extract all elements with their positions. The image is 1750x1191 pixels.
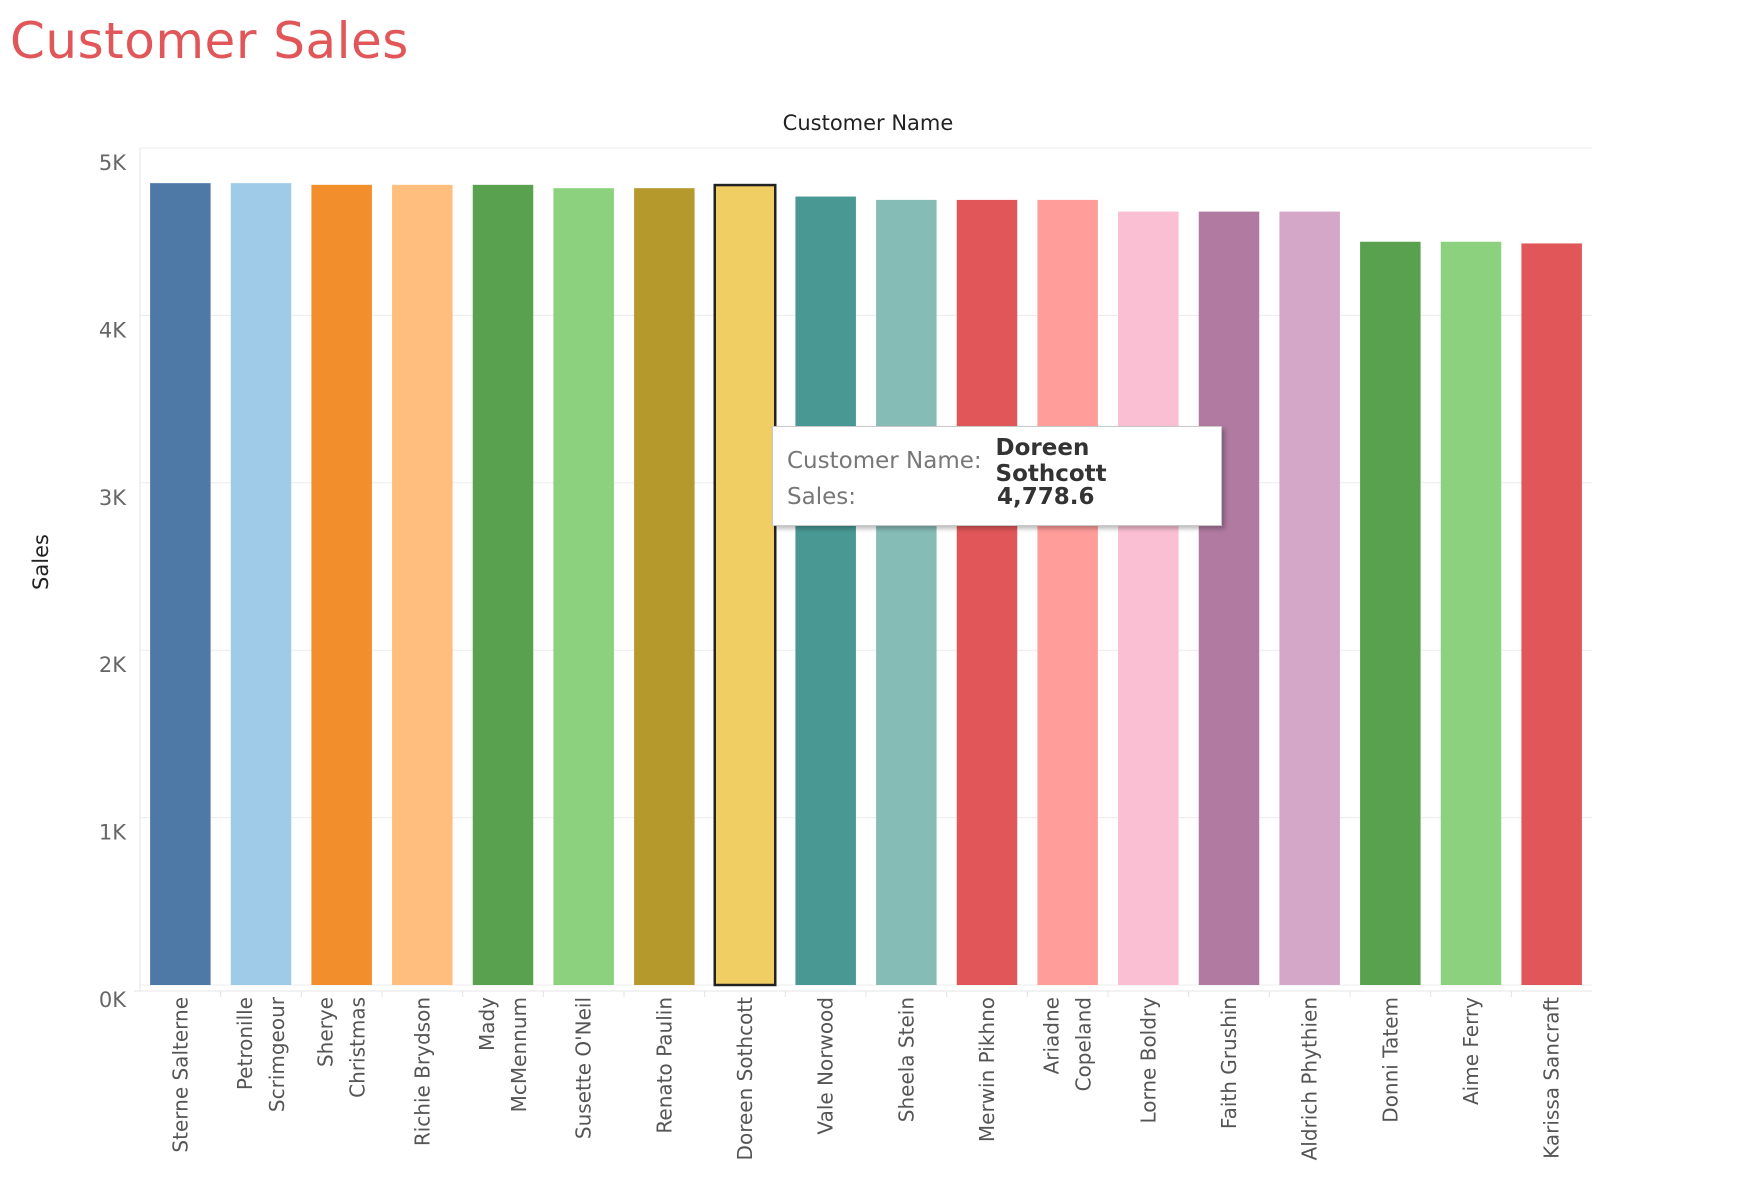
- bar[interactable]: [1198, 211, 1260, 985]
- x-tick-label: Copeland: [1072, 997, 1096, 1091]
- y-tick-label: 5K: [99, 151, 127, 175]
- bar[interactable]: [150, 183, 211, 986]
- x-tick-label: Karissa Sancraft: [1540, 997, 1564, 1159]
- y-tick-label: 1K: [99, 821, 127, 845]
- bar[interactable]: [634, 188, 695, 985]
- x-axis-labels: Sterne Salterne Petronille Scrimgeour Shery…: [168, 991, 1564, 1161]
- gridlines: [134, 147, 1592, 992]
- y-tick-label: 0K: [99, 988, 127, 1012]
- y-tick-label: 2K: [99, 653, 127, 677]
- x-tick-label: Doreen Sothcott: [733, 997, 757, 1161]
- x-tick-label: Christmas: [346, 997, 370, 1098]
- x-tick-label: Sheela Stein: [894, 997, 918, 1122]
- x-tick-label: Lorne Boldry: [1136, 997, 1160, 1124]
- y-tick-label: 3K: [99, 486, 127, 510]
- x-tick-label: Mady: [475, 997, 499, 1051]
- bars: [150, 183, 1582, 987]
- x-axis-title: Customer Name: [783, 111, 954, 135]
- page-title: Customer Sales: [10, 12, 409, 70]
- bar[interactable]: [472, 184, 534, 985]
- bar[interactable]: [795, 196, 856, 985]
- bar[interactable]: [1037, 199, 1098, 986]
- x-tick-label: Donni Tatem: [1378, 997, 1402, 1123]
- x-tick-label: Aime Ferry: [1459, 997, 1483, 1105]
- x-tick-label: Aldrich Phythien: [1298, 997, 1322, 1160]
- x-tick-label: McMennum: [507, 997, 531, 1112]
- bar[interactable]: [553, 188, 614, 985]
- bar[interactable]: [392, 184, 453, 985]
- y-axis-title: Sales: [29, 534, 53, 590]
- x-tick-label: Susette O'Neil: [572, 997, 596, 1139]
- x-tick-label: Sterne Salterne: [168, 997, 192, 1153]
- x-tick-label: Petronille: [233, 997, 257, 1090]
- x-tick-label: Scrimgeour: [265, 996, 289, 1112]
- x-tick-label: Richie Brydson: [410, 997, 434, 1146]
- y-tick-label: 4K: [99, 318, 127, 342]
- bar[interactable]: [311, 184, 372, 985]
- y-axis-ticks: 0K 1K 2K 3K 4K 5K: [99, 151, 127, 1012]
- x-tick-label: Renato Paulin: [652, 997, 676, 1134]
- bar[interactable]: [1118, 211, 1179, 985]
- x-tick-label: Merwin Pikhno: [975, 997, 999, 1142]
- tooltip-sales-key: Sales:: [787, 484, 856, 510]
- x-tick-label: Ariadne: [1040, 997, 1064, 1074]
- bar[interactable]: [1440, 241, 1502, 985]
- bar[interactable]: [956, 199, 1018, 986]
- tooltip: Customer Name: Doreen Sothcott Sales: 4,…: [772, 426, 1222, 526]
- bar[interactable]: [876, 199, 937, 986]
- x-tick-label: Sherye: [314, 997, 338, 1067]
- tooltip-name-value: Doreen Sothcott: [995, 435, 1107, 487]
- x-tick-label: Faith Grushin: [1217, 997, 1241, 1129]
- x-tick-label: Vale Norwood: [814, 997, 838, 1135]
- tooltip-sales-value: 4,778.6: [997, 484, 1095, 510]
- bar-highlighted[interactable]: [713, 183, 777, 987]
- bar[interactable]: [1360, 241, 1421, 985]
- tooltip-name-key: Customer Name:: [787, 448, 982, 474]
- bar[interactable]: [1279, 211, 1340, 985]
- bar[interactable]: [230, 183, 292, 986]
- bar[interactable]: [1521, 243, 1582, 986]
